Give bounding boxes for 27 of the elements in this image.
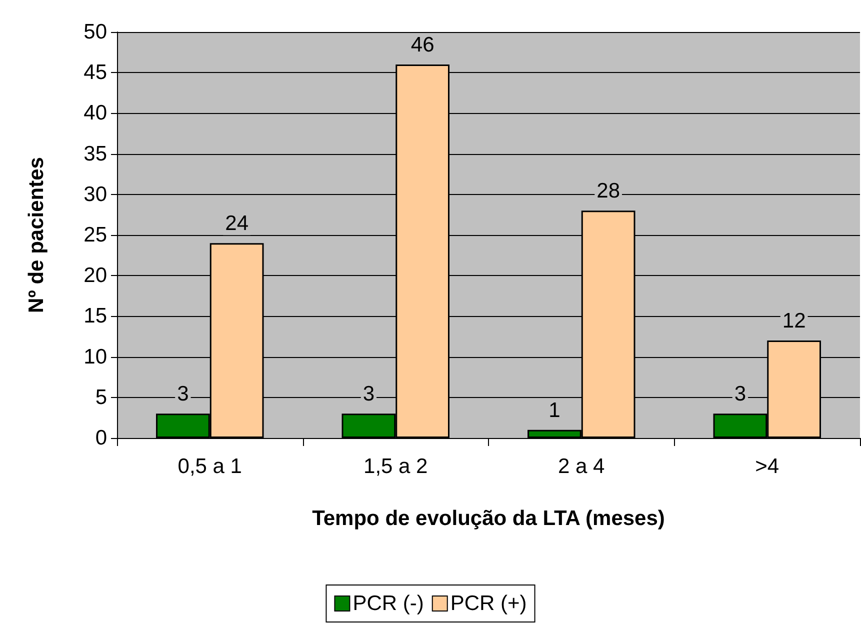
data-label: 12 (782, 310, 806, 333)
x-tick-label: 0,5 a 1 (178, 455, 242, 478)
x-tick-label: 1,5 a 2 (364, 455, 428, 478)
y-tick-label: 15 (84, 304, 107, 328)
y-tick-label: 40 (84, 102, 107, 125)
data-label: 3 (362, 382, 375, 406)
legend-label: PCR (-) (352, 592, 424, 615)
x-axis-title: Tempo de evolução da LTA (meses) (312, 507, 665, 530)
y-tick-label: 10 (84, 345, 107, 368)
y-tick-label: 30 (84, 182, 107, 206)
y-tick-label: 35 (84, 142, 107, 166)
data-label: 1 (548, 398, 560, 422)
legend-label: PCR (+) (450, 592, 527, 615)
data-label: 24 (225, 212, 249, 236)
data-label: 46 (410, 33, 434, 56)
data-label: 28 (596, 180, 620, 203)
y-tick-label: 45 (84, 61, 107, 84)
data-label: 3 (734, 382, 746, 406)
y-axis-title: Nº de pacientes (25, 157, 48, 313)
y-tick-label: 50 (84, 20, 107, 44)
y-tick-label: 0 (95, 426, 107, 450)
y-tick-label: 5 (95, 386, 107, 409)
x-tick-label: 2 a 4 (558, 455, 606, 478)
data-label: 3 (177, 382, 189, 406)
y-tick-label: 20 (84, 264, 107, 288)
y-tick-label: 25 (84, 224, 107, 246)
x-tick-label: >4 (755, 455, 780, 478)
